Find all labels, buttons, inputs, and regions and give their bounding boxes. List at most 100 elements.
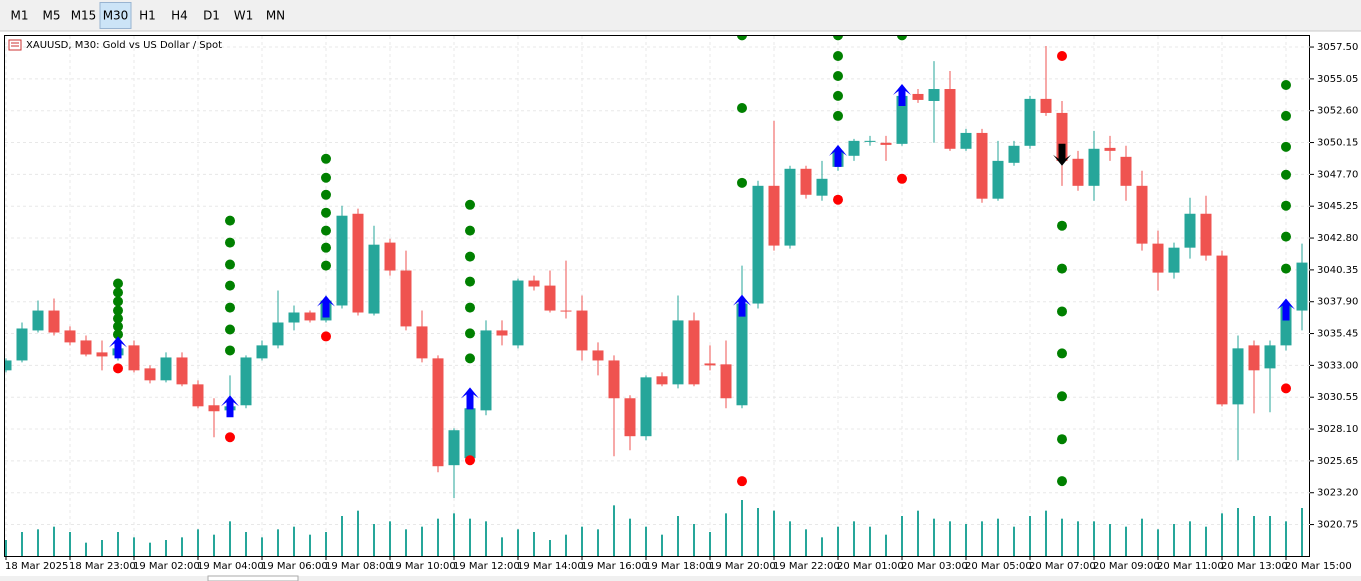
stop-dot xyxy=(321,331,331,342)
candle-body xyxy=(1056,112,1068,161)
candle-body xyxy=(1184,213,1196,248)
candle-body xyxy=(48,310,60,333)
timeframe-button[interactable]: H4 xyxy=(171,9,188,23)
target-dot xyxy=(1281,200,1291,211)
target-dot xyxy=(1057,263,1067,274)
target-dot xyxy=(113,296,123,307)
target-dot xyxy=(737,102,747,113)
x-tick-label: 20 Mar 05:00 xyxy=(965,561,1032,572)
y-tick-label: 3035.45 xyxy=(1317,329,1358,340)
candle-body xyxy=(1280,305,1292,346)
x-tick-label: 20 Mar 07:00 xyxy=(1029,561,1096,572)
candle-body xyxy=(976,132,988,199)
candle-body xyxy=(480,330,492,411)
candle-body xyxy=(704,363,716,366)
target-dot xyxy=(737,177,747,188)
buy-arrow xyxy=(829,144,847,167)
candle-body xyxy=(1216,255,1228,405)
target-dot xyxy=(1281,263,1291,274)
candle-body xyxy=(592,350,604,361)
timeframe-button[interactable]: M1 xyxy=(11,9,29,23)
timeframe-button-active[interactable] xyxy=(99,2,132,29)
candle-body xyxy=(560,310,572,312)
target-dot xyxy=(833,71,843,82)
candle-body xyxy=(1248,345,1260,371)
buy-arrow xyxy=(733,294,751,317)
candle-body xyxy=(928,89,940,101)
stop-dot xyxy=(1057,51,1067,62)
toolbar xyxy=(0,0,1361,31)
target-dot xyxy=(321,242,331,253)
candle-body xyxy=(768,185,780,246)
target-dot xyxy=(321,225,331,236)
tab[interactable] xyxy=(207,575,299,581)
x-tick-label: 20 Mar 09:00 xyxy=(1093,561,1160,572)
candle-body xyxy=(496,330,508,336)
timeframe-button[interactable]: M15 xyxy=(71,9,97,23)
timeframe-button[interactable]: W1 xyxy=(234,9,254,23)
timeframe-button[interactable]: M30 xyxy=(103,9,129,23)
candle-body xyxy=(640,377,652,437)
y-tick-label: 3020.75 xyxy=(1317,520,1358,531)
x-tick-label: 19 Mar 20:00 xyxy=(709,561,776,572)
buy-arrow xyxy=(1277,298,1295,321)
candle-body xyxy=(448,430,460,466)
buy-arrow xyxy=(893,83,911,106)
stop-dot xyxy=(113,363,123,374)
x-tick-label: 19 Mar 12:00 xyxy=(453,561,520,572)
target-dot xyxy=(1281,79,1291,90)
target-dot xyxy=(225,280,235,291)
sell-arrow xyxy=(1053,143,1071,166)
candle-body xyxy=(256,345,268,359)
candle-body xyxy=(400,270,412,327)
candle-body xyxy=(5,360,12,371)
candle-body xyxy=(336,215,348,306)
target-dot xyxy=(1057,220,1067,231)
target-dot xyxy=(113,278,123,289)
x-tick-label: 19 Mar 22:00 xyxy=(773,561,840,572)
stop-dot xyxy=(833,194,843,205)
candle-body xyxy=(960,132,972,149)
x-tick-label: 19 Mar 08:00 xyxy=(325,561,392,572)
y-tick-label: 3050.15 xyxy=(1317,138,1358,149)
target-dot xyxy=(833,90,843,101)
x-tick-label: 18 Mar 23:00 xyxy=(69,561,136,572)
target-dot xyxy=(465,302,475,313)
y-tick-label: 3042.80 xyxy=(1317,233,1358,244)
x-tick-label: 19 Mar 02:00 xyxy=(133,561,200,572)
candle-body xyxy=(96,352,108,357)
target-dot xyxy=(1281,141,1291,152)
target-dot xyxy=(113,305,123,316)
candle-body xyxy=(528,280,540,287)
target-dot xyxy=(1057,348,1067,359)
x-tick-label: 20 Mar 01:00 xyxy=(837,561,904,572)
timeframe-button[interactable]: M5 xyxy=(43,9,61,23)
target-dot xyxy=(465,251,475,262)
signal-layer xyxy=(109,36,1295,487)
candle-body xyxy=(848,140,860,156)
timeframe-button[interactable]: MN xyxy=(266,9,285,23)
stop-dot xyxy=(1281,383,1291,394)
timeframe-button[interactable]: D1 xyxy=(203,9,220,23)
target-dot xyxy=(113,287,123,298)
candle-body xyxy=(912,93,924,100)
y-tick-label: 3028.10 xyxy=(1317,424,1358,435)
y-tick-label: 3047.70 xyxy=(1317,169,1358,180)
target-dot xyxy=(897,36,907,41)
candle-body xyxy=(1120,156,1132,186)
candle-body xyxy=(1200,213,1212,256)
target-dot xyxy=(465,328,475,339)
candle-body xyxy=(1296,262,1308,311)
target-dot xyxy=(225,302,235,313)
buy-arrow xyxy=(317,295,335,318)
x-tick-label: 20 Mar 03:00 xyxy=(901,561,968,572)
candle-body xyxy=(992,160,1004,199)
timeframe-bar: M1 M5 M15 M30 H1 H4 D1 W1 MN xyxy=(11,2,285,29)
grid xyxy=(5,36,1310,556)
buy-arrow xyxy=(461,387,479,410)
y-tick-label: 3033.00 xyxy=(1317,360,1358,371)
candle-body xyxy=(736,303,748,406)
x-tick-label: 20 Mar 11:00 xyxy=(1157,561,1224,572)
timeframe-button[interactable]: H1 xyxy=(139,9,156,23)
